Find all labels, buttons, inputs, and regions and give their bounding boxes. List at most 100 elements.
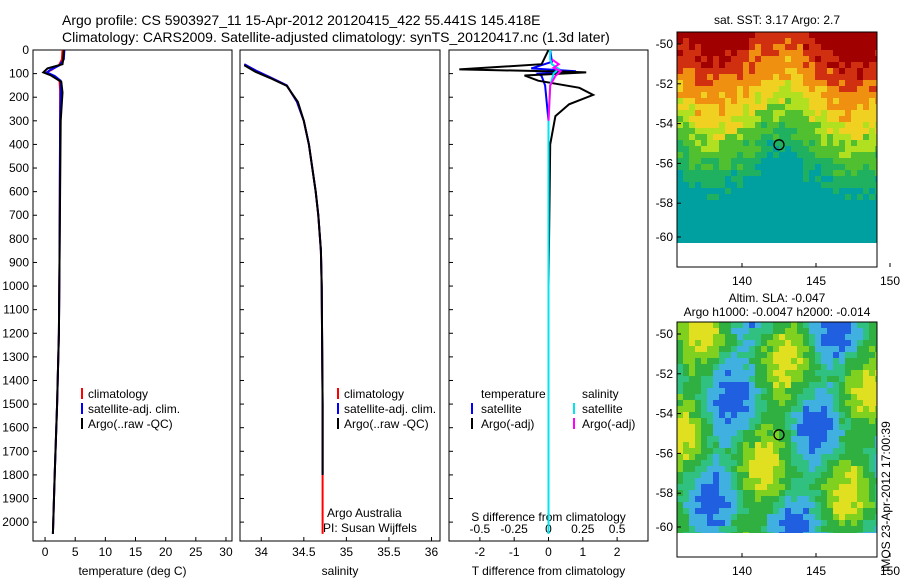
map-cell <box>725 508 731 514</box>
map-cell <box>797 140 803 146</box>
map-cell <box>875 448 877 454</box>
map-cell <box>755 346 761 352</box>
map-cell <box>857 74 863 80</box>
map-cell <box>821 478 827 484</box>
map-cell <box>737 116 743 122</box>
map-cell <box>797 80 803 86</box>
map-cell <box>821 206 827 212</box>
map-cell <box>797 116 803 122</box>
map-cell <box>869 98 875 104</box>
map-cell <box>785 242 791 243</box>
map-cell <box>683 460 689 466</box>
map-cell <box>779 176 785 182</box>
map-cell <box>833 230 839 236</box>
map-cell <box>839 454 845 460</box>
map-cell <box>797 406 803 412</box>
map-cell <box>755 526 761 532</box>
map-cell <box>791 442 797 448</box>
map-cell <box>701 164 707 170</box>
map-cell <box>731 140 737 146</box>
map-cell <box>677 242 683 243</box>
map-cell <box>863 514 869 520</box>
map-cell <box>863 430 869 436</box>
map-cell <box>695 388 701 394</box>
map-cell <box>833 472 839 478</box>
map-cell <box>707 74 713 80</box>
map-cell <box>857 346 863 352</box>
map-cell <box>737 50 743 56</box>
depth-tick-label: 400 <box>9 137 29 151</box>
map-cell <box>761 128 767 134</box>
map-cell <box>755 110 761 116</box>
map-cell <box>815 460 821 466</box>
map-cell <box>719 134 725 140</box>
map-cell <box>719 230 725 236</box>
map-cell <box>845 194 851 200</box>
map-cell <box>857 376 863 382</box>
map-cell <box>719 242 725 243</box>
map-cell <box>875 230 877 236</box>
map-cell <box>677 388 683 394</box>
map-cell <box>689 170 695 176</box>
map-cell <box>869 242 875 243</box>
map-cell <box>809 50 815 56</box>
map-cell <box>701 224 707 230</box>
map-cell <box>851 424 857 430</box>
map-cell <box>863 532 869 533</box>
map-cell <box>749 182 755 188</box>
map-cell <box>827 80 833 86</box>
map-cell <box>809 158 815 164</box>
map-cell <box>809 206 815 212</box>
map-cell <box>833 212 839 218</box>
map-cell <box>845 358 851 364</box>
map-cell <box>695 460 701 466</box>
map-cell <box>851 358 857 364</box>
map-cell <box>809 224 815 230</box>
map-cell <box>779 430 785 436</box>
map-cell <box>845 532 851 533</box>
map-cell <box>749 508 755 514</box>
map-cell <box>815 478 821 484</box>
map-cell <box>839 152 845 158</box>
map-cell <box>773 116 779 122</box>
map-cell <box>683 502 689 508</box>
map-cell <box>743 400 749 406</box>
map-cell <box>749 122 755 128</box>
map-cell <box>875 394 877 400</box>
map-cell <box>869 484 875 490</box>
map-cell <box>839 394 845 400</box>
map-cell <box>743 74 749 80</box>
map-cell <box>809 98 815 104</box>
map-cell <box>863 98 869 104</box>
map-cell <box>809 472 815 478</box>
map-cell <box>845 80 851 86</box>
map-cell <box>713 242 719 243</box>
map-cell <box>737 484 743 490</box>
map-cell <box>821 358 827 364</box>
map-cell <box>689 472 695 478</box>
map-border <box>676 321 878 558</box>
map-cell <box>743 158 749 164</box>
map-cell <box>821 508 827 514</box>
map-cell <box>701 436 707 442</box>
map-cell <box>833 38 839 44</box>
map-cell <box>779 38 785 44</box>
map-cell <box>851 170 857 176</box>
map-cell <box>731 110 737 116</box>
map-cell <box>839 200 845 206</box>
map-cell <box>773 206 779 212</box>
map-cell <box>809 418 815 424</box>
map-cell <box>719 200 725 206</box>
map-cell <box>713 110 719 116</box>
map-cell <box>725 56 731 62</box>
map-cell <box>809 526 815 532</box>
map-cell <box>737 164 743 170</box>
map-cell <box>851 62 857 68</box>
map-cell <box>725 520 731 526</box>
map-cell <box>713 50 719 56</box>
map-cell <box>851 340 857 346</box>
map-cell <box>785 62 791 68</box>
map-cell <box>755 532 761 533</box>
map-cell <box>797 134 803 140</box>
map-cell <box>737 526 743 532</box>
